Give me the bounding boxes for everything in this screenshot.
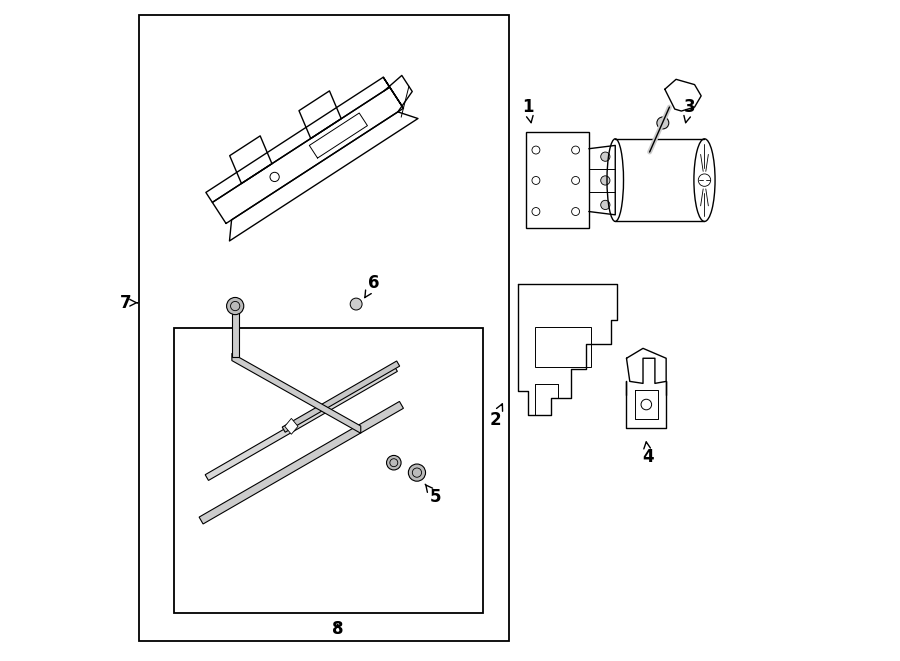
Polygon shape xyxy=(199,401,403,524)
Circle shape xyxy=(600,200,610,210)
Polygon shape xyxy=(284,418,298,434)
Polygon shape xyxy=(231,307,239,357)
Text: 7: 7 xyxy=(121,293,138,312)
Circle shape xyxy=(350,298,362,310)
Polygon shape xyxy=(283,361,400,432)
Text: 4: 4 xyxy=(643,442,654,467)
Circle shape xyxy=(600,152,610,161)
Circle shape xyxy=(386,455,401,470)
Circle shape xyxy=(409,464,426,481)
Text: 2: 2 xyxy=(489,404,502,429)
Text: 5: 5 xyxy=(425,485,441,506)
Circle shape xyxy=(227,297,244,315)
Circle shape xyxy=(600,176,610,185)
Text: 3: 3 xyxy=(683,98,695,123)
Text: 1: 1 xyxy=(522,98,534,123)
Polygon shape xyxy=(205,366,398,481)
Text: 8: 8 xyxy=(332,620,344,639)
Text: 6: 6 xyxy=(364,274,380,297)
Circle shape xyxy=(657,117,669,129)
Polygon shape xyxy=(232,353,361,434)
